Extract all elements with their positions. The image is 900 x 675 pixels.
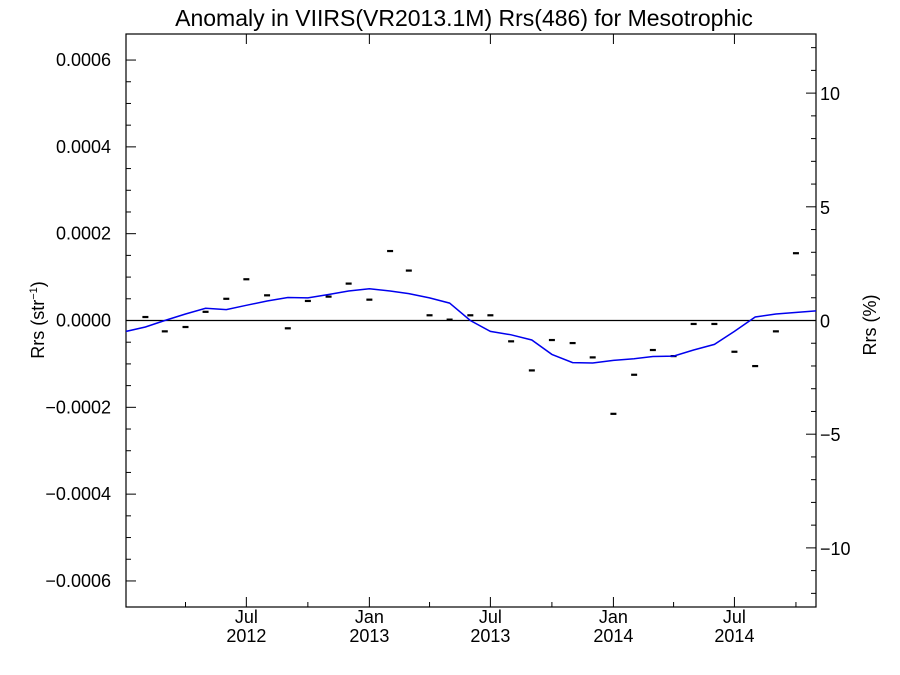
x-tick-year: 2014 xyxy=(714,626,754,646)
left-tick-label: 0.0000 xyxy=(56,311,111,331)
x-tick-month: Jan xyxy=(599,607,628,627)
left-tick-label: −0.0002 xyxy=(45,397,111,417)
left-tick-label: −0.0004 xyxy=(45,484,111,504)
x-tick-month: Jul xyxy=(235,607,258,627)
chart-title: Anomaly in VIIRS(VR2013.1M) Rrs(486) for… xyxy=(175,5,753,31)
x-tick-year: 2013 xyxy=(349,626,389,646)
x-tick-year: 2013 xyxy=(470,626,510,646)
right-tick-label: 5 xyxy=(820,198,830,218)
left-tick-label: 0.0006 xyxy=(56,50,111,70)
left-tick-label: 0.0004 xyxy=(56,137,111,157)
y-axis-right-label: Rrs (%) xyxy=(860,295,880,356)
right-tick-label: 0 xyxy=(820,312,830,332)
smoothed-anomaly-layer xyxy=(125,288,817,364)
right-tick-label: −10 xyxy=(820,539,851,559)
left-tick-label: 0.0002 xyxy=(56,224,111,244)
left-tick-label: −0.0006 xyxy=(45,571,111,591)
right-tick-label: 10 xyxy=(820,84,840,104)
x-tick-month: Jan xyxy=(355,607,384,627)
y-axis-left-label: Rrs (str−1) xyxy=(28,281,48,359)
x-tick-month: Jul xyxy=(479,607,502,627)
left-y-axis: 0.0006 0.0004 0.0002 0.0000 −0.0002 −0.0004 −0… xyxy=(45,50,136,591)
x-tick-month: Jul xyxy=(723,607,746,627)
x-tick-year: 2012 xyxy=(226,626,266,646)
anomaly-points xyxy=(142,249,799,415)
smoothed-line xyxy=(125,288,817,364)
right-tick-label: −5 xyxy=(820,425,841,445)
x-tick-year: 2014 xyxy=(593,626,633,646)
